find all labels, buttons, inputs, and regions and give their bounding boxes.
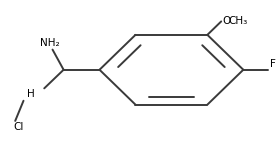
- Text: F: F: [270, 59, 275, 69]
- Text: CH₃: CH₃: [228, 16, 247, 26]
- Text: NH₂: NH₂: [40, 38, 60, 48]
- Text: Cl: Cl: [14, 122, 24, 133]
- Text: H: H: [27, 89, 35, 99]
- Text: O: O: [223, 16, 231, 26]
